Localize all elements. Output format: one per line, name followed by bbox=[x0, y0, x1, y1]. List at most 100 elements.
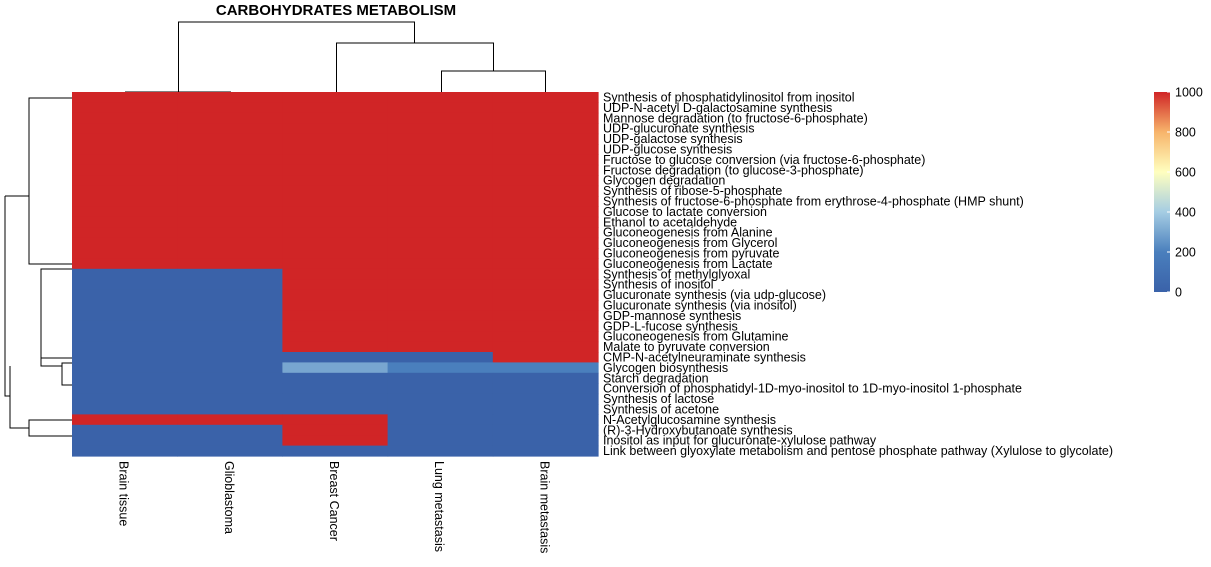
heatmap-cell bbox=[492, 435, 599, 447]
heatmap-cell bbox=[387, 154, 494, 166]
heatmap-cell bbox=[387, 123, 494, 135]
heatmap-cell bbox=[282, 144, 389, 155]
heatmap-cell bbox=[492, 133, 599, 145]
heatmap-cell bbox=[72, 196, 178, 207]
heatmap-cell bbox=[387, 372, 494, 384]
heatmap-cell bbox=[72, 144, 178, 155]
row-label: UDP-glucuronate synthesis bbox=[603, 122, 754, 136]
heatmap-cell bbox=[282, 383, 389, 395]
heatmap-cell bbox=[72, 424, 178, 436]
heatmap-cell bbox=[72, 185, 178, 197]
heatmap-cell bbox=[387, 383, 494, 395]
row-label: Synthesis of ribose-5-phosphate bbox=[603, 184, 782, 198]
row-label: Glycogen degradation bbox=[603, 174, 725, 188]
row-label: Synthesis of fructose-6-phosphate from e… bbox=[603, 195, 1024, 209]
row-label: Synthesis of inositol bbox=[603, 278, 713, 292]
column-label: Lung metastasis bbox=[432, 461, 446, 552]
heatmap-cell bbox=[72, 248, 178, 259]
heatmap-cell bbox=[177, 206, 283, 218]
column-label: Breast Cancer bbox=[327, 461, 341, 541]
row-label: UDP-glucose synthesis bbox=[603, 143, 732, 157]
heatmap-cell bbox=[492, 196, 599, 207]
heatmap-cell bbox=[387, 393, 494, 405]
row-label: Mannose degradation (to fructose-6-phosp… bbox=[603, 111, 868, 125]
legend-tick-label: 400 bbox=[1175, 206, 1196, 220]
heatmap-cell bbox=[387, 362, 494, 374]
heatmap-cell bbox=[282, 237, 389, 249]
heatmap-cell bbox=[282, 112, 389, 124]
heatmap-cell bbox=[387, 352, 494, 363]
heatmap-cell bbox=[72, 404, 178, 415]
heatmap-cell bbox=[282, 216, 389, 228]
heatmap-cell bbox=[72, 216, 178, 228]
heatmap-cell bbox=[177, 268, 283, 280]
heatmap-cell bbox=[492, 331, 599, 343]
heatmap-cell bbox=[387, 185, 494, 197]
legend-tick-label: 600 bbox=[1175, 166, 1196, 180]
heatmap-cell bbox=[177, 227, 283, 239]
heatmap-cell bbox=[72, 414, 178, 426]
heatmap-cell bbox=[177, 185, 283, 197]
row-dendrogram bbox=[4, 97, 72, 437]
heatmap-cell bbox=[492, 268, 599, 280]
row-label: N-Acetylglucosamine synthesis bbox=[603, 413, 776, 427]
row-label: (R)-3-Hydroxybutanoate synthesis bbox=[603, 423, 793, 437]
heatmap-cell bbox=[492, 216, 599, 228]
row-label: Gluconeogenesis from Glycerol bbox=[603, 236, 777, 250]
col-dend-merge-2 bbox=[441, 70, 546, 93]
row-dend-merge-low bbox=[40, 358, 63, 385]
heatmap-cell bbox=[387, 424, 494, 436]
heatmap-cell bbox=[282, 341, 389, 353]
heatmap-cell bbox=[492, 372, 599, 384]
column-dendrogram bbox=[125, 21, 546, 93]
legend-tick-label: 1000 bbox=[1175, 86, 1203, 100]
heatmap-cell bbox=[282, 352, 389, 363]
heatmap-cell bbox=[177, 154, 283, 166]
heatmap-cell bbox=[387, 227, 494, 239]
heatmap-cell bbox=[492, 279, 599, 291]
heatmap-cell bbox=[177, 133, 283, 145]
row-label: Synthesis of acetone bbox=[603, 403, 719, 417]
heatmap-cell bbox=[177, 393, 283, 405]
heatmap-cell bbox=[72, 164, 178, 176]
heatmap-cell bbox=[72, 341, 178, 353]
heatmap-cell bbox=[387, 300, 494, 311]
heatmap-cell bbox=[492, 92, 599, 103]
row-label: CMP-N-acetylneuraminate synthesis bbox=[603, 351, 806, 365]
row-label: Link between glyoxylate metabolism and p… bbox=[603, 444, 1113, 458]
row-dend-group-mixed bbox=[40, 268, 72, 359]
heatmap-cell bbox=[177, 383, 283, 395]
heatmap-cell bbox=[177, 196, 283, 207]
column-labels: Brain tissue Glioblastoma Breast Cancer Lun… bbox=[117, 461, 552, 553]
heatmap-cell bbox=[72, 237, 178, 249]
column-label: Brain metastasis bbox=[537, 461, 551, 553]
heatmap-cell bbox=[492, 154, 599, 166]
row-label: Synthesis of phosphatidylinositol from i… bbox=[603, 91, 855, 105]
heatmap-cell bbox=[387, 102, 494, 114]
heatmap-cell bbox=[387, 206, 494, 218]
heatmap-cell bbox=[387, 268, 494, 280]
heatmap-cell bbox=[72, 279, 178, 291]
heatmap-cell bbox=[387, 414, 494, 426]
heatmap-cell bbox=[492, 300, 599, 311]
row-label: Gluconeogenesis from pyruvate bbox=[603, 247, 780, 261]
heatmap-cell bbox=[492, 112, 599, 124]
heatmap-cell bbox=[282, 435, 389, 447]
heatmap-cell bbox=[492, 289, 599, 301]
heatmap-cell bbox=[72, 102, 178, 114]
row-label: Conversion of phosphatidyl-1D-myo-inosit… bbox=[603, 382, 1022, 396]
heatmap-cell bbox=[177, 300, 283, 311]
heatmap-cell bbox=[72, 310, 178, 322]
heatmap-cell bbox=[72, 133, 178, 145]
heatmap-cell bbox=[177, 144, 283, 155]
heatmap-cell bbox=[387, 216, 494, 228]
heatmap-cell bbox=[72, 435, 178, 447]
heatmap-cell bbox=[282, 320, 389, 332]
heatmap-cell bbox=[282, 258, 389, 270]
heatmap-cell bbox=[177, 112, 283, 124]
heatmap-cell bbox=[177, 404, 283, 415]
row-label: Gluconeogenesis from Lactate bbox=[603, 257, 773, 271]
heatmap-cell bbox=[492, 206, 599, 218]
heatmap-cell bbox=[492, 383, 599, 395]
